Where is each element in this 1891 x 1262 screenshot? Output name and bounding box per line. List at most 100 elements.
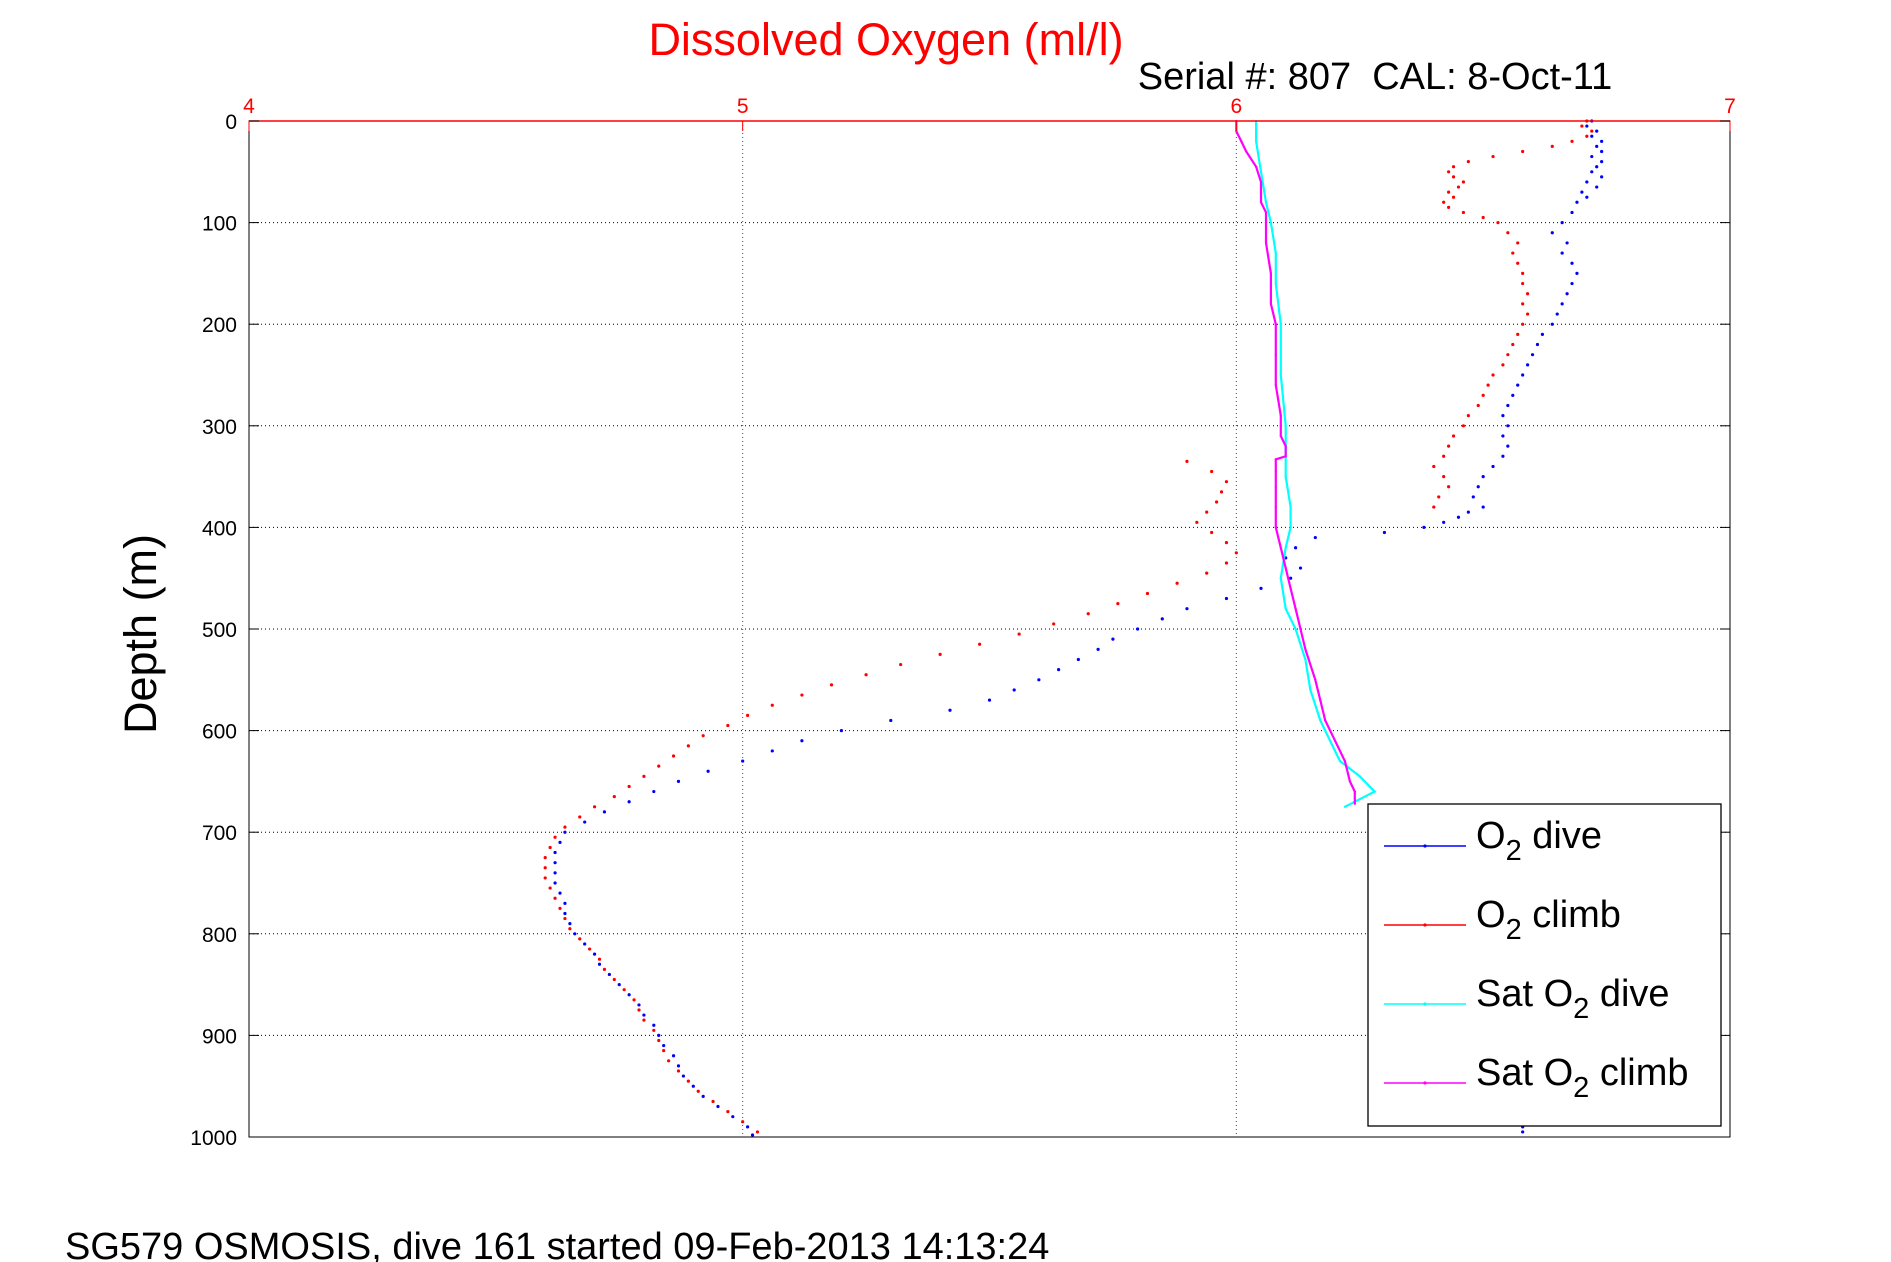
o2_climb-point-27 <box>1525 292 1530 296</box>
o2_dive-point-51 <box>1382 530 1387 535</box>
o2_dive-point-31 <box>1530 353 1535 357</box>
x-tick-label-1: 5 <box>737 95 749 118</box>
o2_dive-point-19 <box>1550 231 1554 235</box>
o2_dive-point-84 <box>553 861 557 865</box>
o2_climb-point-101 <box>622 988 626 992</box>
o2_climb-point-10 <box>1447 170 1451 174</box>
o2_climb-point-65 <box>1052 622 1056 626</box>
o2_dive-point-52 <box>1313 535 1317 540</box>
sat_climb-point-18 <box>1284 445 1287 448</box>
sat_dive-point-15 <box>1284 607 1287 610</box>
o2_climb-point-35 <box>1491 373 1495 377</box>
o2_climb-point-47 <box>1437 495 1441 499</box>
o2_dive-point-1 <box>1585 124 1589 128</box>
o2_climb-point-72 <box>800 693 804 697</box>
o2_dive-point-83 <box>553 850 557 855</box>
o2_climb-point-100 <box>612 977 616 982</box>
o2_climb-point-96 <box>578 937 582 941</box>
sat_dive-point-22 <box>1358 775 1361 778</box>
sat_dive-point-12 <box>1289 526 1292 529</box>
sat_climb-point-31 <box>1314 678 1317 681</box>
o2_dive-point-109 <box>731 1115 735 1119</box>
o2_climb-point-77 <box>686 744 690 748</box>
o2_climb-point-111 <box>696 1089 700 1093</box>
o2_dive-point-100 <box>652 1023 656 1027</box>
o2_dive-point-67 <box>1012 688 1016 692</box>
o2_climb-point-7 <box>1491 154 1495 159</box>
o2_dive-point-80 <box>583 820 587 824</box>
sat_dive-line <box>1255 121 1377 808</box>
o2_climb-point-81 <box>627 784 631 789</box>
o2_dive-point-71 <box>839 729 844 733</box>
o2_climb-point-17 <box>1447 205 1451 209</box>
sat_climb-point-27 <box>1289 587 1292 590</box>
o2_dive-point-47 <box>1466 510 1470 514</box>
sat_climb-point-37 <box>1353 790 1356 793</box>
o2_dive-point-88 <box>563 901 567 905</box>
o2_dive-point-107 <box>701 1094 705 1098</box>
o2_dive-point-22 <box>1570 261 1574 265</box>
o2_climb-point-3 <box>1585 134 1589 138</box>
o2_climb-point-93 <box>558 906 562 911</box>
sat_climb-point-22 <box>1274 485 1277 488</box>
sat_climb-point-17 <box>1279 434 1282 438</box>
o2_dive-point-35 <box>1511 393 1515 397</box>
sat_climb-point-10 <box>1264 241 1268 245</box>
o2_climb-point-31 <box>1516 332 1520 336</box>
o2_dive-point-103 <box>671 1054 676 1058</box>
o2_climb-point-43 <box>1442 454 1446 458</box>
sat_dive-point-19 <box>1319 719 1322 722</box>
sat_dive-point-21 <box>1338 759 1342 763</box>
o2_climb-point-26 <box>1521 281 1525 286</box>
o2_climb-point-34 <box>1501 363 1505 367</box>
legend-marker-sat_dive <box>1423 1002 1427 1006</box>
o2_dive-point-7 <box>1590 154 1594 159</box>
sat_dive-point-13 <box>1284 546 1287 549</box>
o2_climb-point-18 <box>1461 210 1466 215</box>
o2_climb-point-48 <box>1432 505 1436 509</box>
legend-box <box>1367 803 1722 1127</box>
o2_climb-point-6 <box>1521 149 1525 154</box>
sat_climb-point-36 <box>1348 780 1351 783</box>
o2_climb-point-11 <box>1451 175 1456 179</box>
o2_dive-point-97 <box>627 993 631 997</box>
o2_dive-point-108 <box>716 1104 720 1109</box>
o2_dive-point-93 <box>592 952 597 956</box>
o2_climb-point-13 <box>1456 185 1461 189</box>
o2_dive-point-21 <box>1560 251 1564 255</box>
sat_climb-point-9 <box>1264 221 1268 224</box>
o2_dive-point-98 <box>637 1003 641 1007</box>
o2_climb-point-56 <box>1210 530 1214 535</box>
o2_dive-point-92 <box>583 942 587 946</box>
o2_dive-point-16 <box>1575 200 1579 204</box>
sat_dive-point-14 <box>1279 577 1282 580</box>
o2_dive-point-12 <box>1585 180 1589 184</box>
o2_climb-point-63 <box>1116 602 1120 606</box>
sat_climb-point-35 <box>1343 759 1347 763</box>
o2_climb-point-53 <box>1214 500 1219 504</box>
o2_dive-point-82 <box>558 840 562 844</box>
chart-title: Dissolved Oxygen (ml/l) <box>648 14 1123 65</box>
o2_dive-point-81 <box>563 830 567 834</box>
sat_climb-point-24 <box>1274 526 1277 529</box>
o2_climb-point-57 <box>1224 541 1229 545</box>
o2_dive-point-10 <box>1590 170 1594 174</box>
sat_climb-point-38 <box>1353 802 1356 805</box>
legend-marker-o2_climb <box>1423 923 1427 927</box>
y-tick-label-7: 700 <box>202 822 237 845</box>
o2_climb-point-44 <box>1432 464 1436 469</box>
o2_climb-point-25 <box>1521 271 1525 275</box>
o2_dive-point-56 <box>1289 576 1293 580</box>
o2_dive-point-66 <box>1037 678 1041 682</box>
sat_climb-point-34 <box>1333 739 1337 742</box>
sat_dive-point-1 <box>1254 140 1258 143</box>
o2_climb-point-87 <box>548 845 552 850</box>
legend: O2 dive O2 climb Sat O2 dive Sat O2 climb <box>1367 803 1722 1127</box>
o2_climb-point-28 <box>1521 302 1525 306</box>
o2_climb-point-108 <box>667 1059 671 1063</box>
y-tick-label-5: 500 <box>202 619 237 642</box>
o2_climb-point-4 <box>1570 139 1574 143</box>
sat_dive-point-5 <box>1274 251 1277 255</box>
o2_climb-point-29 <box>1525 312 1530 316</box>
